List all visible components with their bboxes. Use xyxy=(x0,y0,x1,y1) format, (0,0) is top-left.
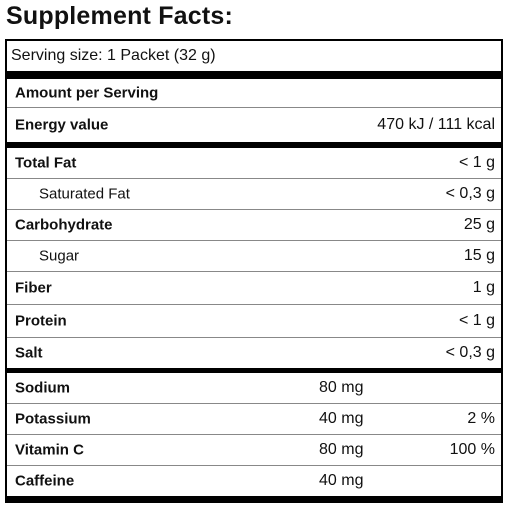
value: < 1 g xyxy=(458,312,495,329)
label: Total Fat xyxy=(15,154,77,172)
value: 1 g xyxy=(472,279,495,296)
row: Caffeine 40 mg xyxy=(7,466,501,496)
row: Protein < 1 g xyxy=(7,305,501,338)
value: < 0,3 g xyxy=(445,185,495,202)
daily-value: 100 % xyxy=(449,441,495,458)
row: Carbohydrate 25 g xyxy=(7,210,501,241)
label: Fiber xyxy=(15,279,52,297)
row: Potassium 40 mg 2 % xyxy=(7,404,501,435)
divider xyxy=(7,368,501,373)
amount: 80 mg xyxy=(319,379,364,396)
row: Sugar 15 g xyxy=(7,241,501,272)
row: Serving size: 1 Packet (32 g) xyxy=(7,41,501,71)
row: Amount per Serving xyxy=(7,79,501,108)
label: Carbohydrate xyxy=(15,216,113,234)
row: Total Fat < 1 g xyxy=(7,148,501,179)
row: Energy value 470 kJ / 111 kcal xyxy=(7,108,501,142)
label: Vitamin C xyxy=(15,441,84,459)
daily-value: 2 % xyxy=(467,410,495,427)
label: Salt xyxy=(15,344,43,362)
title: Supplement Facts: xyxy=(6,2,234,30)
label: Energy value xyxy=(15,116,109,134)
amount: 80 mg xyxy=(319,441,364,458)
row: Salt < 0,3 g xyxy=(7,338,501,368)
amount: 40 mg xyxy=(319,410,364,427)
amount-header: Amount per Serving xyxy=(15,84,159,102)
label: Protein xyxy=(15,312,67,330)
label: Sodium xyxy=(15,379,70,397)
label: Caffeine xyxy=(15,472,75,490)
facts-table: Serving size: 1 Packet (32 g) Amount per … xyxy=(5,39,503,503)
row: Fiber 1 g xyxy=(7,272,501,305)
row: Saturated Fat < 0,3 g xyxy=(7,179,501,210)
divider xyxy=(7,496,501,503)
row: Sodium 80 mg xyxy=(7,373,501,404)
value: < 1 g xyxy=(458,154,495,171)
label: Potassium xyxy=(15,410,91,428)
divider xyxy=(7,142,501,148)
label: Sugar xyxy=(39,247,80,265)
value: 470 kJ / 111 kcal xyxy=(377,116,495,133)
label: Saturated Fat xyxy=(39,185,130,203)
row: Vitamin C 80 mg 100 % xyxy=(7,435,501,466)
value: 15 g xyxy=(463,247,495,264)
amount: 40 mg xyxy=(319,472,364,489)
divider xyxy=(7,71,501,79)
value: 25 g xyxy=(463,216,495,233)
serving-size: Serving size: 1 Packet (32 g) xyxy=(11,47,216,64)
value: < 0,3 g xyxy=(445,344,495,361)
